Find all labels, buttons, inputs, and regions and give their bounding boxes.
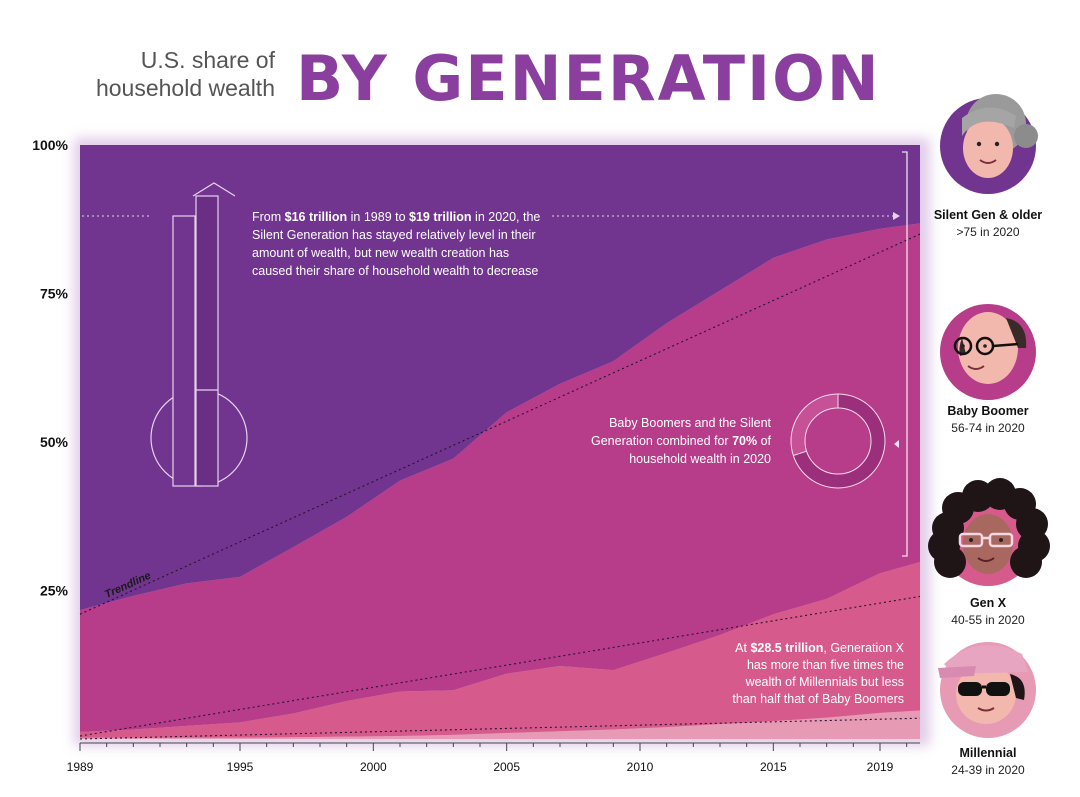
- annotation-text: household wealth in 2020: [629, 452, 771, 466]
- annotation-1-line: household wealth in 2020: [629, 452, 771, 466]
- combined-bracket: [902, 151, 908, 557]
- generation-legend: Silent Gen & older >75 in 2020 Baby Boomer…: [928, 94, 1050, 777]
- guide-arrow-icon: [893, 212, 900, 220]
- y-tick-label: 50%: [40, 434, 69, 450]
- x-tick-label: 2000: [360, 760, 387, 774]
- y-tick-label: 100%: [32, 137, 68, 153]
- x-tick-label: 1995: [227, 760, 254, 774]
- legend-name: Baby Boomer: [947, 404, 1028, 418]
- legend-item-1: Baby Boomer 56-74 in 2020: [940, 304, 1036, 435]
- legend-age: 40-55 in 2020: [951, 613, 1025, 627]
- y-tick-label: 75%: [40, 286, 69, 302]
- x-tick-label: 2010: [627, 760, 654, 774]
- x-tick-label: 2019: [867, 760, 894, 774]
- annotation-text: of: [757, 434, 771, 448]
- x-tick-label: 1989: [67, 760, 94, 774]
- donut-divider: [793, 450, 807, 456]
- plot-area: [80, 145, 920, 739]
- baby-boomer-face-icon: [953, 312, 1027, 384]
- legend-name: Silent Gen & older: [934, 208, 1042, 222]
- x-tick-label: 2005: [493, 760, 520, 774]
- legend-age: 24-39 in 2020: [951, 763, 1025, 777]
- annotation-text: in 1989 to: [347, 210, 409, 224]
- annotation-text: , Generation X: [823, 641, 904, 655]
- annotation-text: Baby Boomers and the Silent: [609, 416, 771, 430]
- trendline-2: [79, 717, 921, 740]
- area-millennial: [80, 710, 920, 739]
- annotation-text: Silent Generation has stayed relatively …: [252, 228, 535, 242]
- x-tick-label: 2015: [760, 760, 787, 774]
- annotation-text: has more than five times the: [747, 658, 904, 672]
- annotation-0-line: amount of wealth, but new wealth creatio…: [252, 246, 509, 260]
- x-axis: 1989 1995 2000 2005 2010 2015 2019: [67, 742, 920, 774]
- millennial-face-icon: [938, 645, 1028, 724]
- legend-age: >75 in 2020: [956, 225, 1019, 239]
- combined-share-donut: [790, 393, 886, 489]
- legend-name: Gen X: [970, 596, 1007, 610]
- area-genx: [80, 561, 920, 738]
- annotation-text: amount of wealth, but new wealth creatio…: [252, 246, 509, 260]
- annotation-2-line: has more than five times the: [747, 658, 904, 672]
- annotations: From $16 trillion in 1989 to $19 trillio…: [252, 210, 905, 706]
- annotation-text: 70%: [732, 434, 757, 448]
- annotation-1-line: Baby Boomers and the Silent: [609, 416, 771, 430]
- annotation-1-line: Generation combined for 70% of: [591, 434, 772, 448]
- legend-item-2: Gen X 40-55 in 2020: [928, 478, 1050, 627]
- trendline-1: [79, 595, 921, 737]
- gen-x-face-icon: [928, 478, 1050, 578]
- annotation-2-line: At $28.5 trillion, Generation X: [735, 641, 905, 655]
- annotation-text: $19 trillion: [409, 210, 472, 224]
- area-boomer: [80, 223, 920, 732]
- y-tick-label: 25%: [40, 583, 69, 599]
- trendline-0: [79, 233, 921, 615]
- subtitle-line-2: household wealth: [96, 75, 275, 101]
- y-axis: 25% 50% 75% 100%: [32, 137, 68, 599]
- legend-item-0: Silent Gen & older >75 in 2020: [934, 94, 1042, 239]
- silent-gen-face-icon: [962, 94, 1038, 178]
- area-silent: [80, 145, 920, 611]
- annotation-text: Generation combined for: [591, 434, 732, 448]
- bracket-pointer-icon: [894, 440, 899, 448]
- subtitle-line-1: U.S. share of: [141, 47, 276, 73]
- legend-name: Millennial: [960, 746, 1017, 760]
- annotation-text: At: [735, 641, 750, 655]
- annotation-text: $28.5 trillion: [750, 641, 823, 655]
- annotation-text: caused their share of household wealth t…: [252, 264, 538, 278]
- annotation-text: From: [252, 210, 285, 224]
- trendlines: [79, 233, 921, 740]
- silent-gen-bar-graphic: [150, 182, 248, 487]
- page-title: BY GENERATION: [296, 42, 881, 115]
- annotation-0-line: Silent Generation has stayed relatively …: [252, 228, 535, 242]
- annotation-text: than half that of Baby Boomers: [732, 692, 904, 706]
- annotation-text: wealth of Millennials but less: [745, 675, 904, 689]
- legend-age: 56-74 in 2020: [951, 421, 1025, 435]
- annotation-0-line: From $16 trillion in 1989 to $19 trillio…: [252, 210, 540, 224]
- annotation-2-line: wealth of Millennials but less: [745, 675, 904, 689]
- annotation-text: $16 trillion: [285, 210, 348, 224]
- annotation-2-line: than half that of Baby Boomers: [732, 692, 904, 706]
- annotation-0-line: caused their share of household wealth t…: [252, 264, 538, 278]
- donut-share-arc: [793, 394, 885, 488]
- annotation-text: in 2020, the: [472, 210, 541, 224]
- legend-item-3: Millennial 24-39 in 2020: [938, 642, 1036, 777]
